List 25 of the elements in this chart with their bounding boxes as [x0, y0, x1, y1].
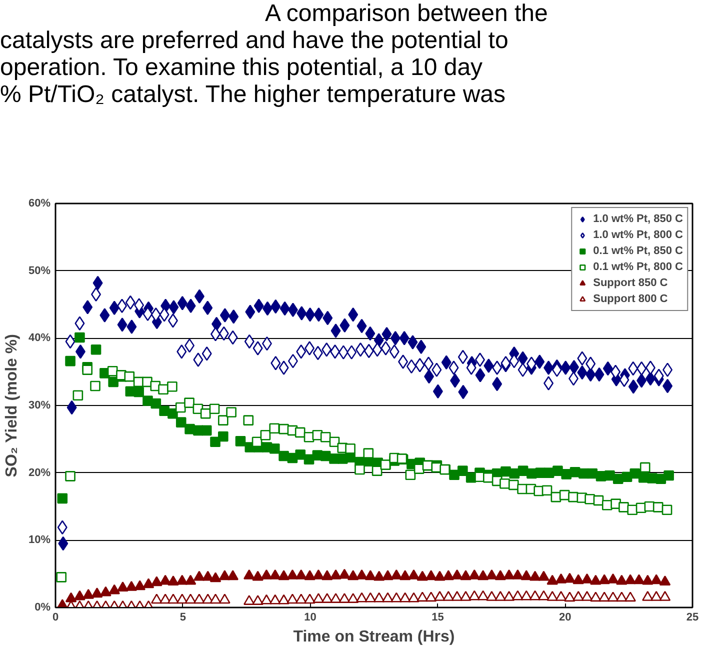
y-tick-label: 10%: [28, 534, 51, 546]
text: A comparison between the: [265, 0, 548, 27]
text: catalysts are preferred and have the potential to: [0, 27, 508, 54]
y-tick-label: 30%: [28, 400, 51, 412]
x-tick-label: 10: [304, 612, 316, 624]
legend-label: Support 850 C: [593, 276, 668, 290]
text: operation. To examine this potential, a 10 day: [0, 54, 483, 81]
y-tick-label: 0%: [34, 602, 51, 614]
x-tick-label: 0: [52, 612, 59, 624]
legend-label: 0.1 wt% Pt, 800 C: [593, 260, 683, 274]
legend-label: 1.0 wt% Pt, 850 C: [593, 212, 683, 226]
x-tick-label: 5: [180, 612, 186, 624]
y-tick-label: 40%: [28, 332, 51, 344]
x-tick-label: 15: [432, 612, 444, 624]
y-tick-label: 50%: [28, 264, 51, 277]
text: % Pt/TiO₂ catalyst. The higher temperature was: [0, 81, 506, 108]
legend-label: Support 800 C: [593, 292, 668, 306]
x-tick-label: 25: [686, 612, 699, 624]
x-tick-label: 20: [558, 612, 572, 624]
y-tick-label: 60%: [28, 198, 51, 210]
legend-label: 0.1 wt% Pt, 850 C: [593, 244, 683, 258]
legend-label: 1.0 wt% Pt, 800 C: [593, 228, 683, 242]
y-axis-title: SO₂ Yield (mole %): [3, 334, 20, 478]
x-axis-title: Time on Stream (Hrs): [293, 628, 455, 646]
y-tick-label: 20%: [28, 466, 51, 479]
